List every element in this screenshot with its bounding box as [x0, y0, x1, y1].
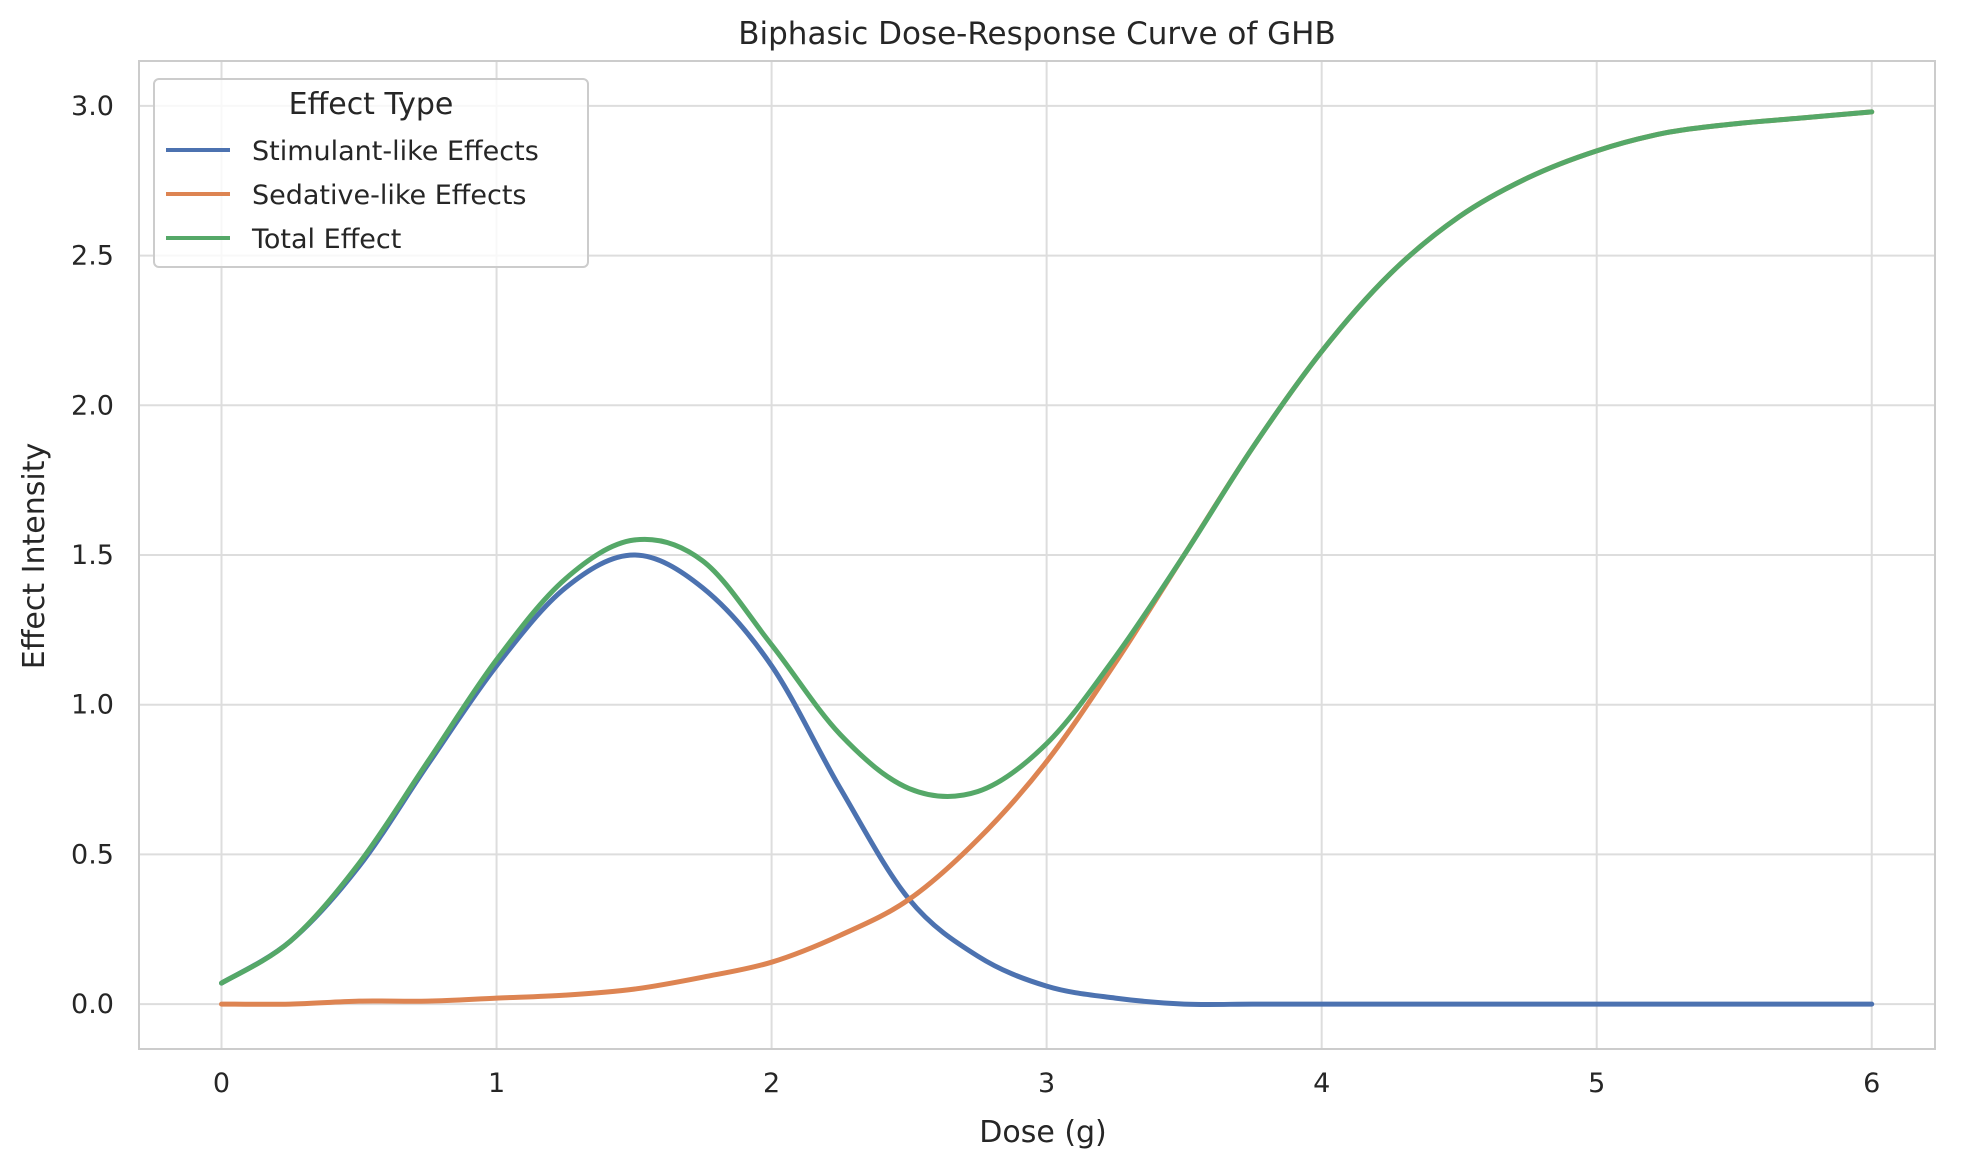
- x-tick-label: 2: [763, 1068, 780, 1099]
- y-tick-label: 2.0: [71, 390, 114, 421]
- y-gridlines: [139, 104, 1935, 1006]
- legend: Effect Type Stimulant-like Effects Sedati…: [153, 78, 589, 268]
- x-tick-label: 1: [488, 1068, 505, 1099]
- y-tick-label: 1.0: [71, 690, 114, 721]
- y-tick-label: 2.5: [71, 241, 114, 272]
- x-tick-label: 6: [1863, 1068, 1880, 1099]
- x-tick-label: 5: [1588, 1068, 1605, 1099]
- plot-frame: [138, 60, 1936, 1050]
- y-tick-labels: 0.0 0.5 1.0 1.5 2.0 2.5 3.0: [71, 91, 114, 1020]
- y-tick-label: 0.5: [71, 839, 114, 870]
- y-tick-label: 0.0: [71, 989, 114, 1020]
- legend-title: Effect Type: [289, 87, 454, 122]
- legend-label-stimulant-like-effects: Stimulant-like Effects: [252, 136, 539, 167]
- series-line-stimulant-like-effects: [219, 552, 1875, 1008]
- y-axis-label: Effect Intensity: [17, 443, 52, 669]
- x-tick-labels: 0 1 2 3 4 5 6: [213, 1068, 1880, 1099]
- chart-title: Biphasic Dose-Response Curve of GHB: [738, 16, 1336, 52]
- x-axis-label: Dose (g): [979, 1115, 1107, 1150]
- legend-label-total-effect: Total Effect: [251, 224, 401, 255]
- y-tick-label: 1.5: [71, 540, 114, 571]
- x-tick-label: 4: [1313, 1068, 1330, 1099]
- legend-items: Stimulant-like Effects Sedative-like Effe…: [166, 136, 539, 255]
- series-lines: [219, 109, 1875, 1008]
- series-line-total-effect: [219, 109, 1875, 986]
- x-tick-label: 3: [1038, 1068, 1055, 1099]
- y-tick-label: 3.0: [71, 91, 114, 122]
- legend-box: [153, 78, 589, 268]
- legend-label-sedative-like-effects: Sedative-like Effects: [252, 180, 527, 211]
- x-tick-label: 0: [213, 1068, 230, 1099]
